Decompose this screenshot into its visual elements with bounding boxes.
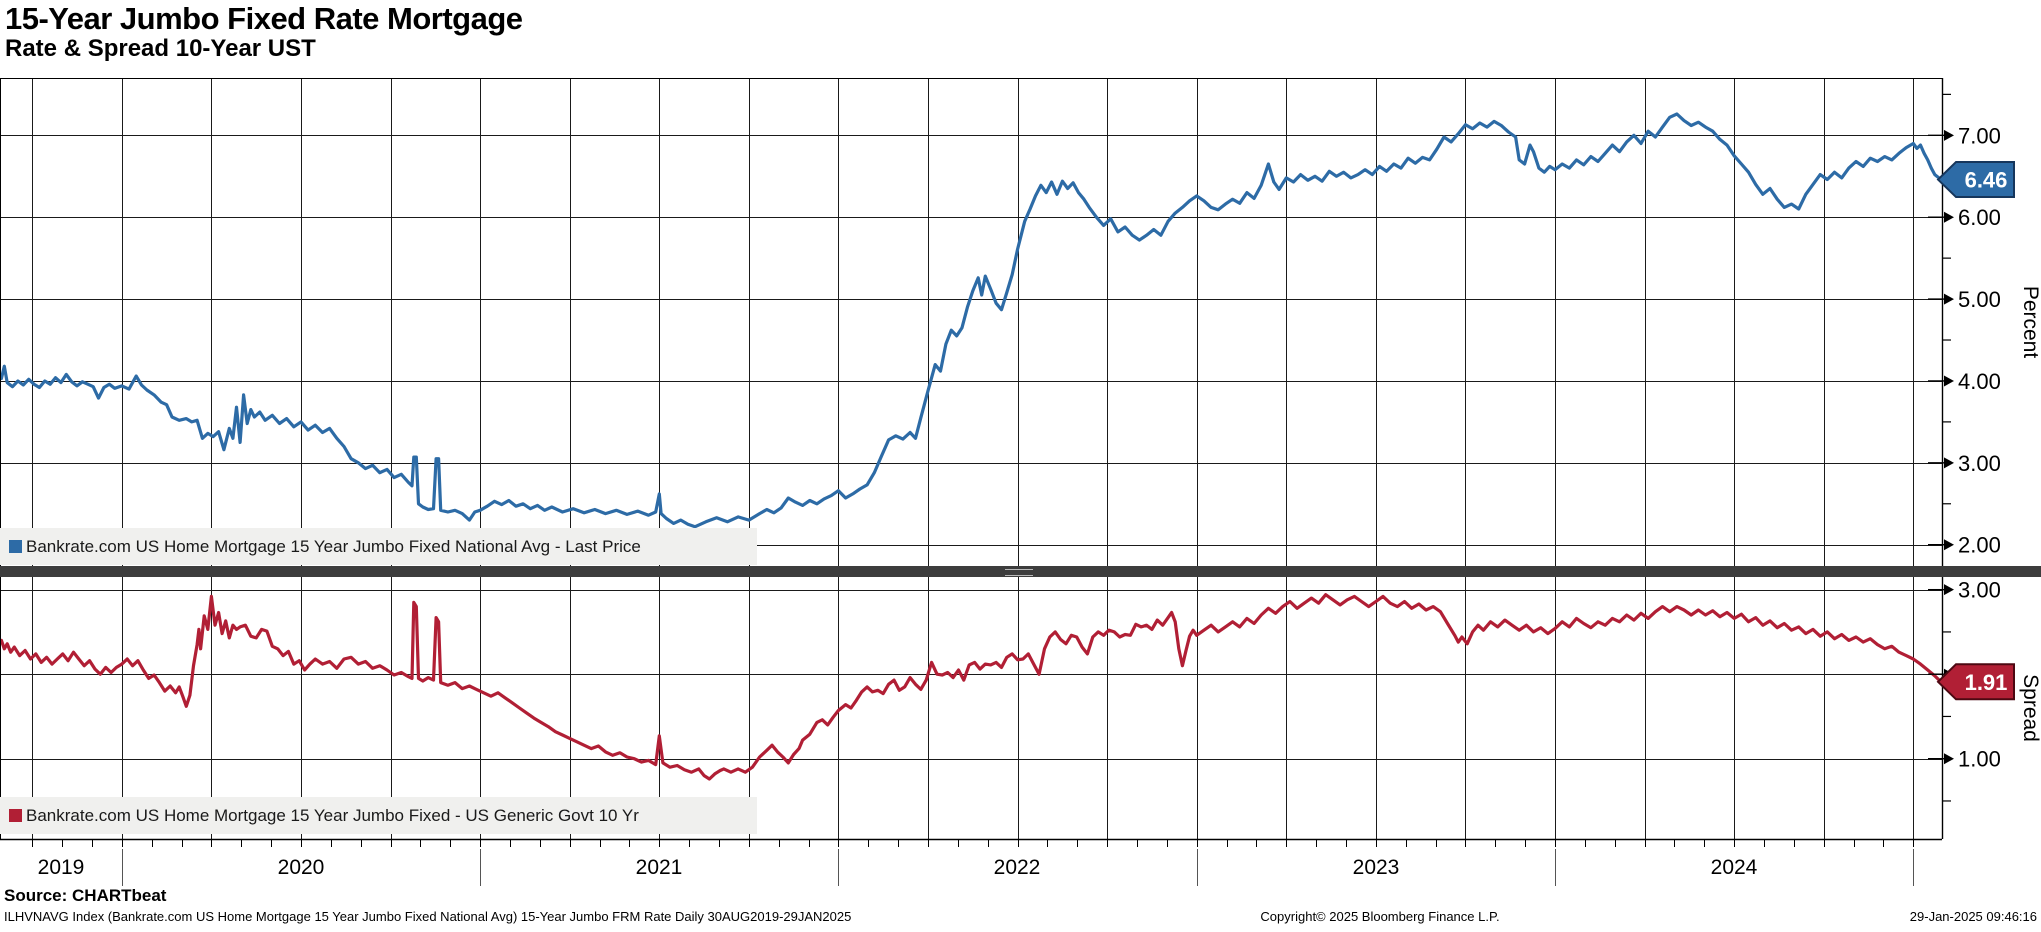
rate-tick-label: 5.00 <box>1958 287 2001 312</box>
legend-rate-label: Bankrate.com US Home Mortgage 15 Year Ju… <box>26 536 641 556</box>
legend-rate[interactable]: Bankrate.com US Home Mortgage 15 Year Ju… <box>0 528 757 565</box>
rate-series-swatch-icon <box>9 540 22 553</box>
source-label: Source: CHARTbeat <box>4 886 167 905</box>
year-label: 2023 <box>1353 856 1400 879</box>
splitter-grip-icon[interactable] <box>1005 569 1033 576</box>
page-title: 15-Year Jumbo Fixed Rate Mortgage <box>5 1 523 36</box>
legend-spread-label: Bankrate.com US Home Mortgage 15 Year Ju… <box>26 805 639 825</box>
rate-line[interactable] <box>0 112 1943 529</box>
rate-tick-label: 2.00 <box>1958 533 2001 558</box>
rate-tick-label: 3.00 <box>1958 451 2001 476</box>
tick-arrow-icon <box>1944 293 1954 305</box>
spread-badge-value: 1.91 <box>1965 670 2008 695</box>
tick-arrow-icon <box>1944 584 1954 596</box>
tick-arrow-icon <box>1944 539 1954 551</box>
spread-tick-label: 3.00 <box>1958 578 2001 603</box>
copyright-label: Copyright© 2025 Bloomberg Finance L.P. <box>1260 909 1500 924</box>
year-label: 2020 <box>278 856 325 879</box>
panel-splitter[interactable] <box>0 566 2041 577</box>
spread-axis-title: Spread <box>2019 674 2041 742</box>
year-label: 2019 <box>38 856 85 879</box>
spread-badge-shape <box>1936 663 2015 701</box>
spread-tick-label: 1.00 <box>1958 747 2001 772</box>
legend-spread[interactable]: Bankrate.com US Home Mortgage 15 Year Ju… <box>0 797 757 834</box>
axis-labels: 7.006.005.004.003.002.00Percent3.002.001… <box>38 123 2041 879</box>
timestamp-label: 29-Jan-2025 09:46:16 <box>1909 909 2037 924</box>
rate-tick-label: 4.00 <box>1958 369 2001 394</box>
chart-header: 15-Year Jumbo Fixed Rate Mortgage Rate &… <box>5 2 523 62</box>
series-lines <box>0 112 1943 781</box>
tick-arrow-icon <box>1944 129 1954 141</box>
year-label: 2022 <box>994 856 1041 879</box>
axes <box>0 78 1954 886</box>
spread-last-price-badge: 1.91 <box>1936 663 2015 701</box>
tick-arrow-icon <box>1944 753 1954 765</box>
gridlines <box>0 78 1942 839</box>
spread-series-swatch-icon <box>9 809 22 822</box>
year-label: 2024 <box>1711 856 1758 879</box>
spread-line[interactable] <box>0 593 1943 781</box>
rate-last-price-badge: 6.46 <box>1936 161 2015 199</box>
rate-tick-label: 6.00 <box>1958 205 2001 230</box>
tick-arrow-icon <box>1944 457 1954 469</box>
index-description: ILHVNAVG Index (Bankrate.com US Home Mor… <box>4 909 852 924</box>
rate-badge-shape <box>1936 161 2015 199</box>
tick-arrow-icon <box>1944 375 1954 387</box>
rate-axis-title: Percent <box>2019 286 2041 359</box>
year-label: 2021 <box>636 856 683 879</box>
rate-tick-label: 7.00 <box>1958 123 2001 148</box>
rate-badge-value: 6.46 <box>1965 168 2008 193</box>
page-subtitle: Rate & Spread 10-Year UST <box>5 35 316 62</box>
tick-arrow-icon <box>1944 211 1954 223</box>
